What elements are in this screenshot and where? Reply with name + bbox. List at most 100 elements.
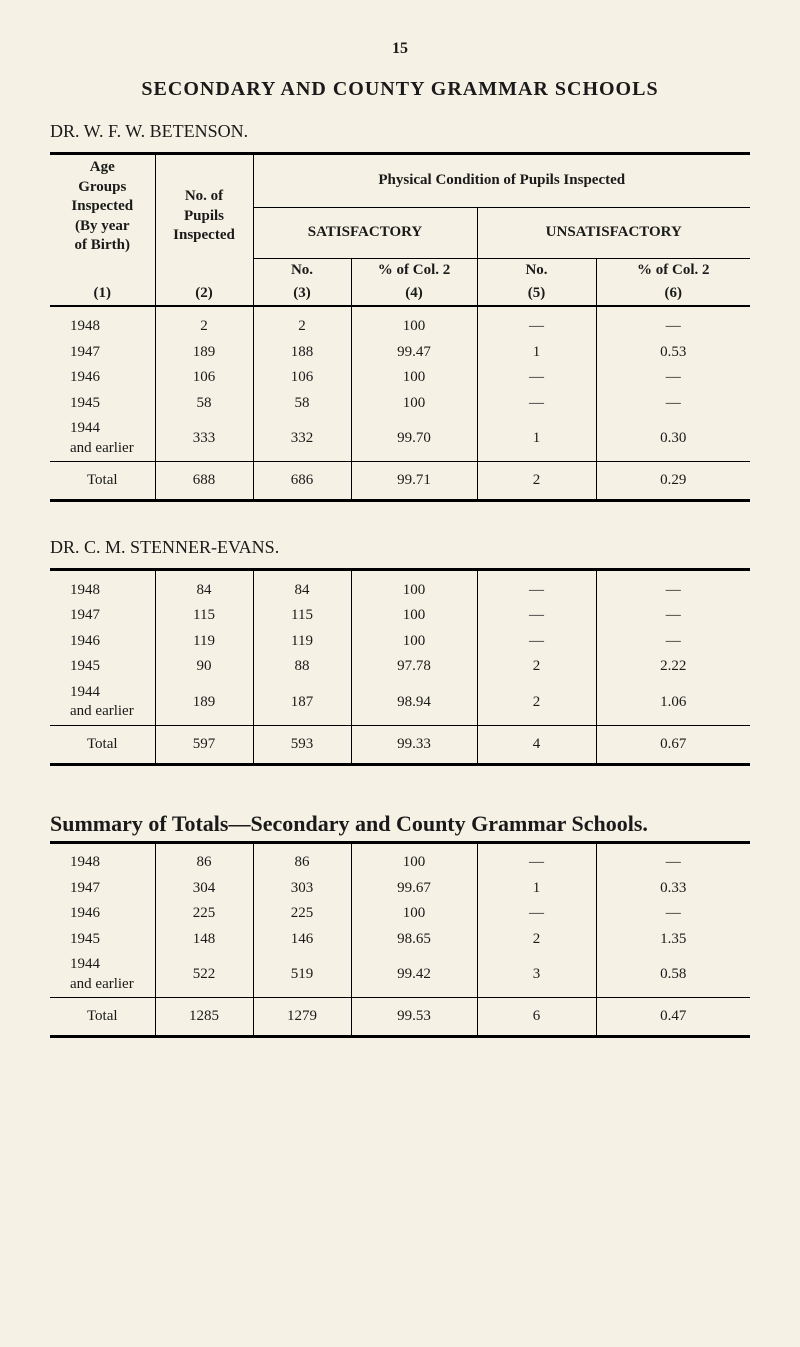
t3-total-unsatpct: 0.47	[596, 998, 750, 1037]
t3-satno-3: 146	[253, 927, 351, 953]
t1-total-satno: 686	[253, 462, 351, 501]
t3-total-unsatno: 6	[477, 998, 596, 1037]
t3-total-satpct: 99.53	[351, 998, 477, 1037]
t2-age-3: 1945	[50, 654, 155, 680]
hdr-pup-2: Pupils	[184, 208, 224, 224]
t3-satpct-2: 100	[351, 901, 477, 927]
table-summary: 19488686100——194730430399.6710.331946225…	[50, 841, 750, 1039]
t3-age-1: 1947	[50, 876, 155, 902]
idx-6: (6)	[596, 282, 750, 306]
t3-satpct-0: 100	[351, 850, 477, 876]
t1-pupils-0: 2	[155, 314, 253, 340]
t2-pupils-0: 84	[155, 578, 253, 604]
t2-total-pupils: 597	[155, 725, 253, 764]
hdr-pup-3: Inspected	[173, 227, 235, 243]
main-title: SECONDARY AND COUNTY GRAMMAR SCHOOLS	[50, 78, 750, 101]
header-unsatisfactory: UNSATISFACTORY	[477, 207, 750, 258]
t3-total-label: Total	[50, 998, 155, 1037]
t3-pupils-0: 86	[155, 850, 253, 876]
t1-satno-2: 106	[253, 365, 351, 391]
t1-satpct-0: 100	[351, 314, 477, 340]
t2-satno-1: 115	[253, 603, 351, 629]
table-betenson: Age Groups Inspected (By year of Birth) …	[50, 152, 750, 502]
t3-total-satno: 1279	[253, 998, 351, 1037]
t3-unsatno-3: 2	[477, 927, 596, 953]
t2-total-unsatno: 4	[477, 725, 596, 764]
t2-satpct-3: 97.78	[351, 654, 477, 680]
idx-2: (2)	[155, 282, 253, 306]
hdr-age-3: Inspected	[71, 198, 133, 214]
t3-age-0: 1948	[50, 850, 155, 876]
t3-pupils-1: 304	[155, 876, 253, 902]
t1-unsatpct-0: —	[596, 314, 750, 340]
t1-total-satpct: 99.71	[351, 462, 477, 501]
t2-satno-3: 88	[253, 654, 351, 680]
doctor-name-2: DR. C. M. STENNER-EVANS.	[50, 537, 750, 558]
t3-unsatpct-3: 1.35	[596, 927, 750, 953]
t3-satpct-1: 99.67	[351, 876, 477, 902]
idx-5: (5)	[477, 282, 596, 306]
t2-total-satpct: 99.33	[351, 725, 477, 764]
t2-unsatpct-3: 2.22	[596, 654, 750, 680]
t2-unsatno-3: 2	[477, 654, 596, 680]
idx-4: (4)	[351, 282, 477, 306]
t2-unsatpct-2: —	[596, 629, 750, 655]
hdr-age-4: (By year	[75, 218, 130, 234]
t1-satno-0: 2	[253, 314, 351, 340]
t3-pupils-2: 225	[155, 901, 253, 927]
t2-satpct-1: 100	[351, 603, 477, 629]
t3-satno-0: 86	[253, 850, 351, 876]
t1-unsatno-3: —	[477, 391, 596, 417]
t2-age-1: 1947	[50, 603, 155, 629]
t2-pupils-3: 90	[155, 654, 253, 680]
t2-unsatpct-0: —	[596, 578, 750, 604]
header-age: Age Groups Inspected (By year of Birth)	[50, 154, 155, 259]
t1-pupils-2: 106	[155, 365, 253, 391]
t3-unsatpct-2: —	[596, 901, 750, 927]
t3-pupils-3: 148	[155, 927, 253, 953]
t1-unsatpct-3: —	[596, 391, 750, 417]
hdr-age-1: Age	[90, 159, 115, 175]
t3-unsatno-0: —	[477, 850, 596, 876]
t2-unsatno-0: —	[477, 578, 596, 604]
idx-1: (1)	[50, 282, 155, 306]
t1-pupils-3: 58	[155, 391, 253, 417]
t1-satpct-2: 100	[351, 365, 477, 391]
t3-unsatpct-4: 0.58	[596, 952, 750, 998]
t3-satpct-3: 98.65	[351, 927, 477, 953]
t1-satno-4: 332	[253, 416, 351, 462]
header-unsat-no: No.	[477, 259, 596, 283]
t1-age-1: 1947	[50, 340, 155, 366]
t1-satpct-1: 99.47	[351, 340, 477, 366]
t3-age-4: 1944and earlier	[50, 952, 155, 998]
t2-unsatno-2: —	[477, 629, 596, 655]
hdr-age-2: Groups	[78, 179, 126, 195]
t1-age-0: 1948	[50, 314, 155, 340]
t2-pupils-4: 189	[155, 680, 253, 726]
t1-unsatno-4: 1	[477, 416, 596, 462]
idx-3: (3)	[253, 282, 351, 306]
doctor-name-1: DR. W. F. W. BETENSON.	[50, 121, 750, 142]
summary-title: Summary of Totals—Secondary and County G…	[50, 806, 750, 841]
t3-unsatpct-1: 0.33	[596, 876, 750, 902]
header-physical: Physical Condition of Pupils Inspected	[253, 154, 750, 208]
header-sat-no: No.	[253, 259, 351, 283]
t3-age-2: 1946	[50, 901, 155, 927]
t3-satpct-4: 99.42	[351, 952, 477, 998]
t1-satpct-3: 100	[351, 391, 477, 417]
t2-satno-2: 119	[253, 629, 351, 655]
t3-satno-1: 303	[253, 876, 351, 902]
t2-satpct-0: 100	[351, 578, 477, 604]
t3-satno-2: 225	[253, 901, 351, 927]
t3-pupils-4: 522	[155, 952, 253, 998]
t1-satpct-4: 99.70	[351, 416, 477, 462]
t1-unsatpct-1: 0.53	[596, 340, 750, 366]
t2-unsatno-1: —	[477, 603, 596, 629]
page-number: 15	[50, 40, 750, 58]
t1-unsatno-0: —	[477, 314, 596, 340]
t3-satno-4: 519	[253, 952, 351, 998]
t2-satno-0: 84	[253, 578, 351, 604]
header-satisfactory: SATISFACTORY	[253, 207, 477, 258]
t2-age-4: 1944and earlier	[50, 680, 155, 726]
t2-total-satno: 593	[253, 725, 351, 764]
